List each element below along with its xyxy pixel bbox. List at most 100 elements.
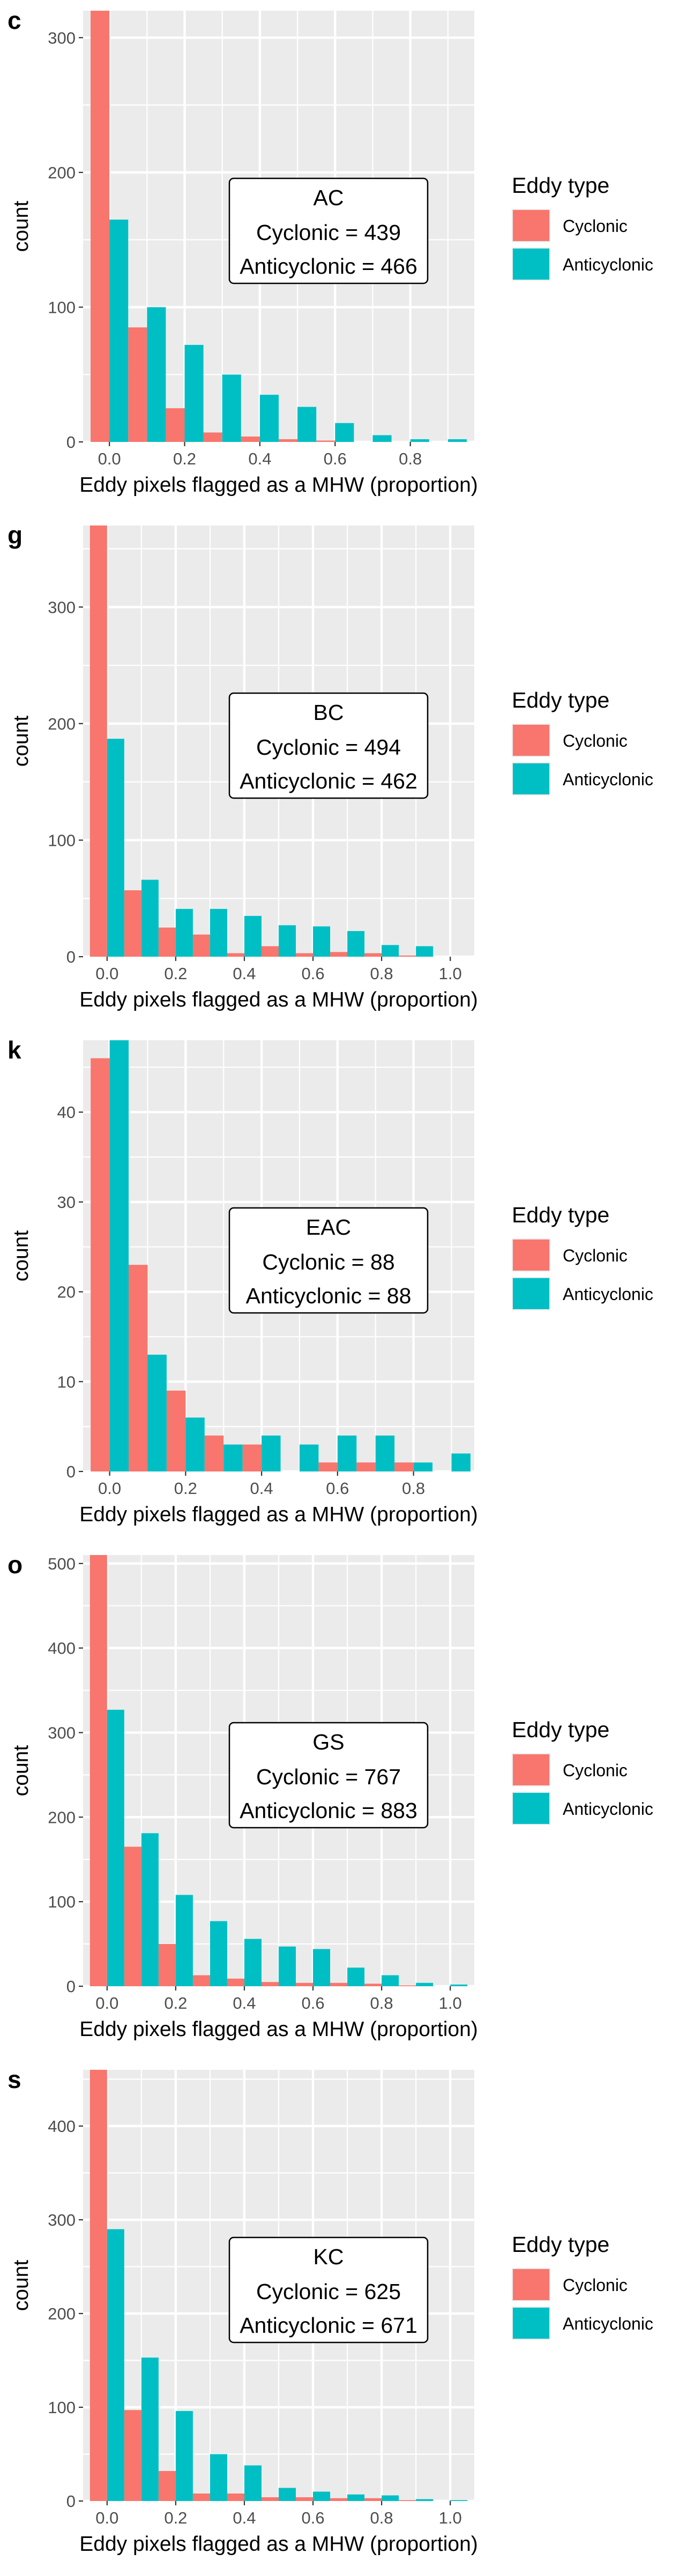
annotation-anticyclonic: Anticyclonic = 671 (240, 2313, 417, 2338)
panel-o: 0 100 200 300 400 500 0.0 0.2 0.4 0.6 0.8 1.0 Eddy p… (8, 1551, 653, 2041)
bar-anticyclonic-bin-6 (313, 1949, 331, 1986)
bar-cyclonic-bin-3 (192, 934, 210, 957)
x-tick-label: 0.0 (98, 1479, 121, 1498)
bar-anticyclonic-bin-10 (450, 1984, 468, 1986)
bar-cyclonic-bin-6 (296, 1982, 314, 1986)
bar-anticyclonic-bin-5 (299, 1444, 319, 1471)
bar-anticyclonic-bin-2 (185, 1417, 205, 1471)
bar-cyclonic-bin-3 (204, 1435, 224, 1471)
legend-key-cyclonic (513, 725, 549, 756)
panel-g: 0 100 200 300 0.0 0.2 0.4 0.6 0.8 1.0 Eddy pixels … (8, 521, 653, 1011)
legend-key-anticyclonic (513, 249, 549, 280)
panel-letter: k (8, 1036, 21, 1064)
x-tick-label: 0.8 (402, 1479, 425, 1498)
annotation-box: EAC Cyclonic = 88 Anticyclonic = 88 (228, 1207, 429, 1314)
bar-anticyclonic-bin-3 (222, 374, 241, 442)
bar-cyclonic-bin-3 (203, 432, 222, 442)
bar-anticyclonic-bin-0 (107, 1709, 124, 1986)
legend-key-anticyclonic (513, 1793, 549, 1824)
annotation-box: GS Cyclonic = 767 Anticyclonic = 883 (228, 1722, 429, 1829)
bar-cyclonic-bin-2 (158, 1944, 176, 1986)
x-tick-label: 0.6 (301, 2509, 324, 2527)
bar-cyclonic-bin-6 (318, 1462, 338, 1471)
x-axis: 0.0 0.2 0.4 0.6 0.8 1.0 (95, 2501, 462, 2527)
x-tick-label: 1.0 (439, 964, 462, 983)
legend-key-cyclonic (513, 210, 549, 241)
annotation-frame (228, 2236, 429, 2344)
bar-cyclonic-bin-0 (91, 1058, 110, 1471)
bar-anticyclonic-bin-4 (259, 394, 279, 442)
bar-cyclonic-bin-6 (316, 440, 335, 442)
legend-label-anticyclonic: Anticyclonic (563, 1799, 653, 1819)
bar-cyclonic-bin-0 (89, 1555, 107, 1986)
bars (91, 11, 467, 442)
bar-anticyclonic-bin-7 (347, 2494, 365, 2501)
x-tick-label: 0.6 (326, 1479, 349, 1498)
bar-anticyclonic-bin-3 (223, 1444, 243, 1471)
bar-anticyclonic-bin-9 (416, 2499, 434, 2501)
y-tick-label: 0 (66, 1977, 76, 1996)
bar-anticyclonic-bin-1 (141, 1833, 159, 1986)
legend-title: Eddy type (512, 688, 609, 712)
bar-anticyclonic-bin-6 (313, 2491, 331, 2501)
x-tick-label: 0.8 (399, 449, 422, 468)
legend-label-anticyclonic: Anticyclonic (563, 2314, 653, 2333)
bar-anticyclonic-bin-1 (147, 307, 166, 442)
bars (91, 1040, 471, 1471)
x-tick-label: 0.6 (324, 449, 347, 468)
bar-cyclonic-bin-4 (227, 1978, 244, 1986)
y-tick-label: 300 (48, 1723, 76, 1742)
y-tick-label: 0 (66, 948, 76, 966)
bar-cyclonic-bin-2 (166, 1391, 186, 1471)
x-tick-label: 0.4 (233, 1994, 256, 2012)
legend-label-anticyclonic: Anticyclonic (563, 770, 653, 789)
bar-cyclonic-bin-2 (166, 408, 185, 442)
bar-cyclonic-bin-2 (158, 2471, 176, 2501)
x-tick-label: 0.0 (95, 2509, 118, 2527)
y-axis: 0 100 200 300 (48, 598, 83, 966)
bar-anticyclonic-bin-3 (210, 908, 227, 957)
y-tick-label: 200 (48, 1808, 76, 1827)
x-tick-label: 0.0 (95, 964, 118, 983)
x-tick-label: 0.4 (250, 1479, 273, 1498)
y-tick-label: 500 (48, 1554, 76, 1573)
x-tick-label: 0.4 (233, 2509, 256, 2527)
x-axis-title: Eddy pixels flagged as a MHW (proportion… (79, 988, 478, 1011)
bar-cyclonic-bin-5 (261, 2497, 279, 2501)
bar-anticyclonic-bin-7 (347, 931, 365, 957)
bar-cyclonic-bin-8 (364, 2498, 382, 2501)
bar-anticyclonic-bin-2 (175, 2411, 193, 2501)
bar-cyclonic-bin-0 (89, 2070, 107, 2501)
x-axis: 0.0 0.2 0.4 0.6 0.8 1.0 (95, 1986, 462, 2012)
bar-anticyclonic-bin-3 (210, 1921, 227, 1986)
x-tick-label: 0.0 (98, 449, 121, 468)
bar-cyclonic-bin-4 (242, 1444, 262, 1471)
bar-anticyclonic-bin-8 (382, 2495, 399, 2501)
bar-cyclonic-bin-9 (399, 2500, 416, 2501)
y-axis-title: count (10, 2260, 33, 2311)
bar-cyclonic-bin-4 (227, 2494, 244, 2501)
annotation-frame (228, 177, 429, 284)
annotation-frame (228, 1722, 429, 1829)
bar-anticyclonic-bin-7 (372, 435, 392, 442)
annotation-region: GS (312, 1730, 344, 1754)
y-tick-label: 100 (48, 298, 76, 317)
annotation-region: AC (314, 185, 344, 210)
bar-cyclonic-bin-9 (399, 1985, 416, 1986)
bar-anticyclonic-bin-9 (416, 946, 434, 957)
x-axis-title: Eddy pixels flagged as a MHW (proportion… (79, 2533, 478, 2556)
legend-label-cyclonic: Cyclonic (563, 1761, 628, 1780)
annotation-cyclonic: Cyclonic = 439 (256, 220, 401, 245)
x-axis: 0.0 0.2 0.4 0.6 0.8 (98, 442, 422, 468)
panel-letter: o (8, 1551, 23, 1579)
bar-cyclonic-bin-1 (129, 1265, 148, 1471)
annotation-anticyclonic: Anticyclonic = 462 (240, 769, 417, 793)
bar-anticyclonic-bin-2 (175, 908, 193, 957)
legend-label-cyclonic: Cyclonic (563, 1246, 628, 1265)
bar-cyclonic-bin-9 (399, 955, 416, 957)
bar-cyclonic-bin-1 (124, 1846, 141, 1986)
bar-anticyclonic-bin-9 (416, 1982, 434, 1986)
bar-anticyclonic-bin-10 (450, 2500, 468, 2501)
legend-key-anticyclonic (513, 1278, 549, 1309)
